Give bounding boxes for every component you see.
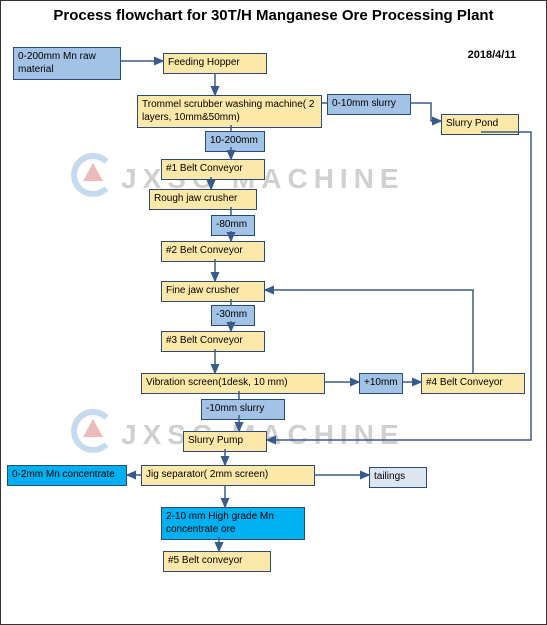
watermark-peak-icon (83, 419, 103, 437)
date-label: 2018/4/11 (468, 49, 516, 61)
node-belt5: #5 Belt conveyor (163, 551, 271, 572)
node-sizeM80: -80mm (211, 215, 255, 236)
node-belt1: #1 Belt Conveyor (161, 159, 265, 180)
node-slurry010: 0-10mm slurry (327, 94, 411, 115)
node-hopper: Feeding Hopper (163, 53, 267, 74)
node-concentrate: 0-2mm Mn concentrate (7, 465, 127, 486)
arrow-slurry010-slurrypond (411, 103, 441, 121)
node-belt2: #2 Belt Conveyor (161, 241, 265, 262)
flowchart-page: Process flowchart for 30T/H Manganese Or… (0, 0, 547, 625)
node-highgrade: 2-10 mm High grade Mn concentrate ore (161, 507, 305, 540)
node-vibscreen: Vibration screen(1desk, 10 mm) (141, 373, 325, 394)
node-size10200: 10-200mm (205, 131, 265, 152)
node-roughjaw: Rough jaw crusher (149, 189, 257, 210)
node-slurrypond: Slurry Pond (441, 114, 519, 135)
node-belt4: #4 Belt Conveyor (421, 373, 525, 394)
watermark-peak-icon (83, 163, 103, 181)
node-sizeM10slurry: -10mm slurry (201, 399, 285, 420)
node-finejaw: Fine jaw crusher (161, 281, 265, 302)
node-belt3: #3 Belt Conveyor (161, 331, 265, 352)
arrow-belt4-finejaw (265, 290, 473, 373)
node-sizeM30: -30mm (211, 305, 255, 326)
node-slurrypump: Slurry Pump (183, 431, 267, 452)
node-trommel: Trommel scrubber washing machine( 2 laye… (137, 95, 322, 128)
node-jig: Jig separator( 2mm screen) (141, 465, 315, 486)
node-tailings: tailings (369, 467, 427, 488)
node-raw: 0-200mm Mn raw material (13, 47, 121, 80)
page-title: Process flowchart for 30T/H Manganese Or… (1, 7, 546, 24)
node-sizeP10: +10mm (359, 373, 403, 394)
